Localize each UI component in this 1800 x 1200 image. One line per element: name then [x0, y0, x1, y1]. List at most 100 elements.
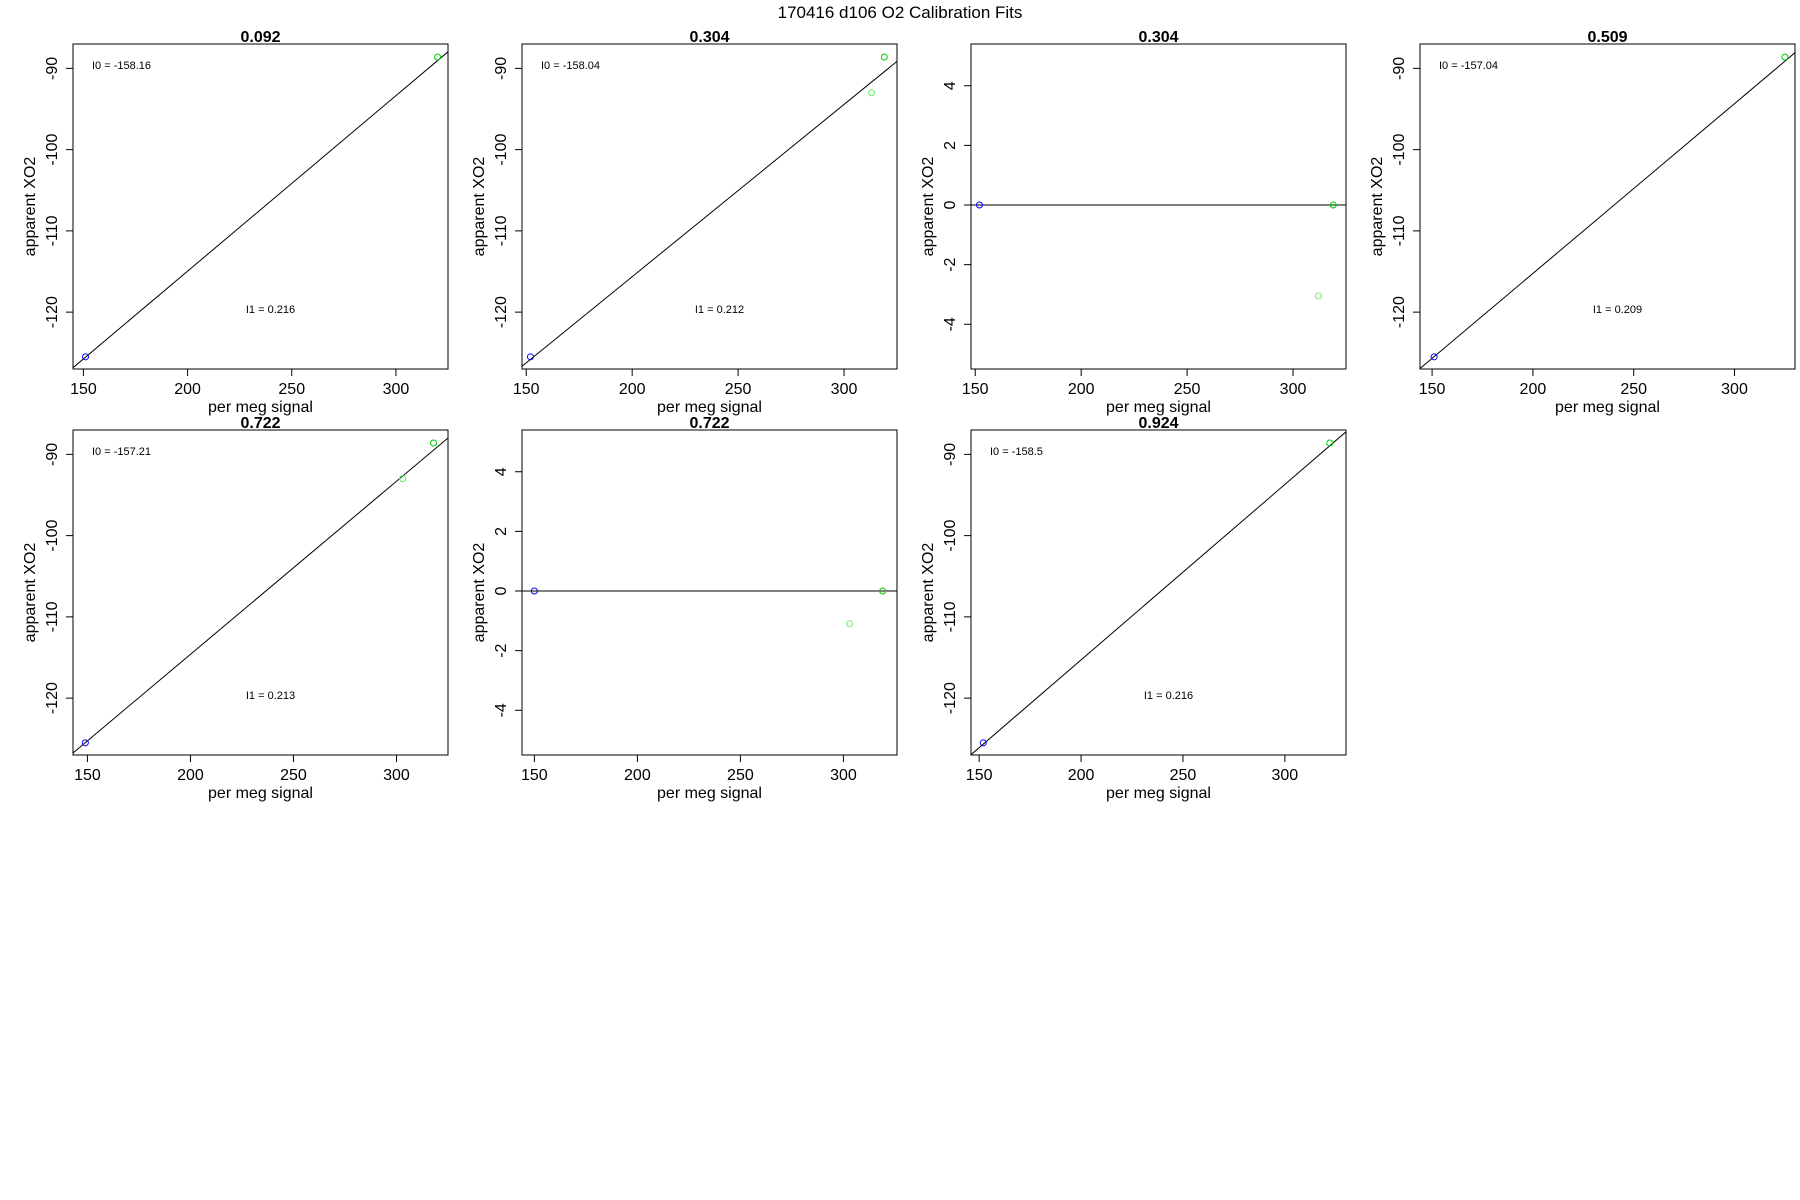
fit-line — [73, 437, 448, 754]
y-tick-label: -4 — [493, 703, 510, 717]
data-point — [1430, 353, 1438, 361]
x-tick-label: 300 — [383, 767, 410, 784]
y-tick-label: -100 — [44, 520, 61, 552]
x-axis-label: per meg signal — [657, 785, 762, 802]
x-tick-label: 300 — [1280, 381, 1307, 398]
x-tick-label: 150 — [74, 767, 101, 784]
plot-frame — [970, 43, 1347, 370]
x-tick-label: 300 — [830, 767, 857, 784]
x-tick-label: 250 — [1170, 767, 1197, 784]
chart-panel: 0.722 150 200 250 300 per meg signal 4 2 0 -2 -4 ap… — [471, 415, 898, 802]
y-tick-label: -90 — [44, 57, 61, 80]
y-tick-label: -100 — [942, 520, 959, 552]
intercept-annotation: I0 = -157.04 — [1439, 60, 1498, 72]
plot-frame — [521, 43, 898, 370]
slope-annotation: I1 = 0.213 — [246, 690, 295, 702]
panel-title: 0.092 — [240, 29, 280, 46]
y-tick-label: 0 — [493, 586, 510, 595]
figure-title: 170416 d106 O2 Calibration Fits — [778, 3, 1023, 22]
data-point — [846, 620, 854, 628]
intercept-annotation: I0 = -157.21 — [92, 446, 151, 458]
plot-frame — [72, 429, 449, 756]
x-axis-label: per meg signal — [208, 785, 313, 802]
x-axis-label: per meg signal — [1106, 785, 1211, 802]
y-tick-label: 2 — [942, 141, 959, 150]
y-tick-label: 0 — [942, 200, 959, 209]
y-tick-label: -120 — [44, 682, 61, 714]
x-tick-label: 250 — [1620, 381, 1647, 398]
data-point — [979, 739, 987, 747]
slope-annotation: I1 = 0.212 — [695, 304, 744, 316]
x-tick-label: 150 — [966, 767, 993, 784]
x-tick-label: 200 — [1068, 381, 1095, 398]
chart-panel: 0.304 150 200 250 300 per meg signal 4 2 0 -2 -4 ap… — [920, 29, 1347, 416]
x-axis-label: per meg signal — [208, 399, 313, 416]
y-tick-label: -100 — [1391, 134, 1408, 166]
fit-line — [971, 431, 1346, 755]
chart-panel: 0.924 150 200 250 300 per meg signal -90 -100 -1… — [920, 415, 1347, 802]
x-tick-label: 300 — [1272, 767, 1299, 784]
y-tick-label: -90 — [493, 57, 510, 80]
data-point — [1781, 53, 1789, 61]
slope-annotation: I1 = 0.209 — [1593, 304, 1642, 316]
panel-title: 0.304 — [689, 29, 729, 46]
x-tick-label: 200 — [1068, 767, 1095, 784]
plot-frame — [72, 43, 449, 370]
y-axis-label: apparent XO2 — [22, 157, 39, 257]
y-tick-label: -90 — [44, 443, 61, 466]
data-point — [879, 587, 887, 595]
chart-panel: 0.304 150 200 250 300 per meg signal -90 -100 -1… — [471, 29, 898, 416]
intercept-annotation: I0 = -158.16 — [92, 60, 151, 72]
x-tick-label: 250 — [1174, 381, 1201, 398]
y-tick-label: 4 — [493, 467, 510, 476]
fit-line — [73, 51, 448, 369]
fit-line — [522, 60, 897, 367]
panel-title: 0.722 — [240, 415, 280, 432]
x-tick-label: 200 — [177, 767, 204, 784]
y-tick-label: -100 — [493, 134, 510, 166]
y-tick-label: -100 — [44, 134, 61, 166]
panel-title: 0.304 — [1138, 29, 1178, 46]
x-tick-label: 150 — [1419, 381, 1446, 398]
plot-frame — [970, 429, 1347, 756]
y-tick-label: 4 — [942, 81, 959, 90]
y-axis-label: apparent XO2 — [471, 157, 488, 257]
x-axis-label: per meg signal — [1106, 399, 1211, 416]
x-tick-label: 300 — [1721, 381, 1748, 398]
data-point — [526, 353, 534, 361]
x-axis-label: per meg signal — [1555, 399, 1660, 416]
panel-title: 0.924 — [1138, 415, 1178, 432]
y-tick-label: -120 — [493, 296, 510, 328]
data-point — [434, 53, 442, 61]
y-tick-label: -110 — [44, 601, 61, 632]
y-tick-label: -90 — [942, 443, 959, 466]
data-point — [868, 89, 876, 97]
x-tick-label: 250 — [725, 381, 752, 398]
chart-panel: 0.092 150 200 250 300 per meg signal -90 -100 -1… — [22, 29, 449, 416]
x-tick-label: 250 — [280, 767, 307, 784]
x-tick-label: 200 — [1520, 381, 1547, 398]
x-tick-label: 150 — [521, 767, 548, 784]
y-tick-label: -110 — [942, 601, 959, 632]
data-point — [530, 587, 538, 595]
y-tick-label: -120 — [44, 296, 61, 328]
data-point — [430, 439, 438, 447]
y-tick-label: -90 — [1391, 57, 1408, 80]
x-tick-label: 200 — [619, 381, 646, 398]
y-tick-label: -2 — [942, 257, 959, 271]
y-axis-label: apparent XO2 — [1369, 157, 1386, 257]
y-axis-label: apparent XO2 — [22, 543, 39, 643]
plot-frame — [1419, 43, 1796, 370]
data-point — [1314, 292, 1322, 300]
x-tick-label: 300 — [383, 381, 410, 398]
y-tick-label: -110 — [44, 215, 61, 246]
x-tick-label: 200 — [624, 767, 651, 784]
data-point — [975, 201, 983, 209]
y-tick-label: -2 — [493, 643, 510, 657]
slope-annotation: I1 = 0.216 — [1144, 690, 1193, 702]
data-point — [880, 53, 888, 61]
data-point — [82, 353, 89, 361]
data-point — [1329, 201, 1337, 209]
